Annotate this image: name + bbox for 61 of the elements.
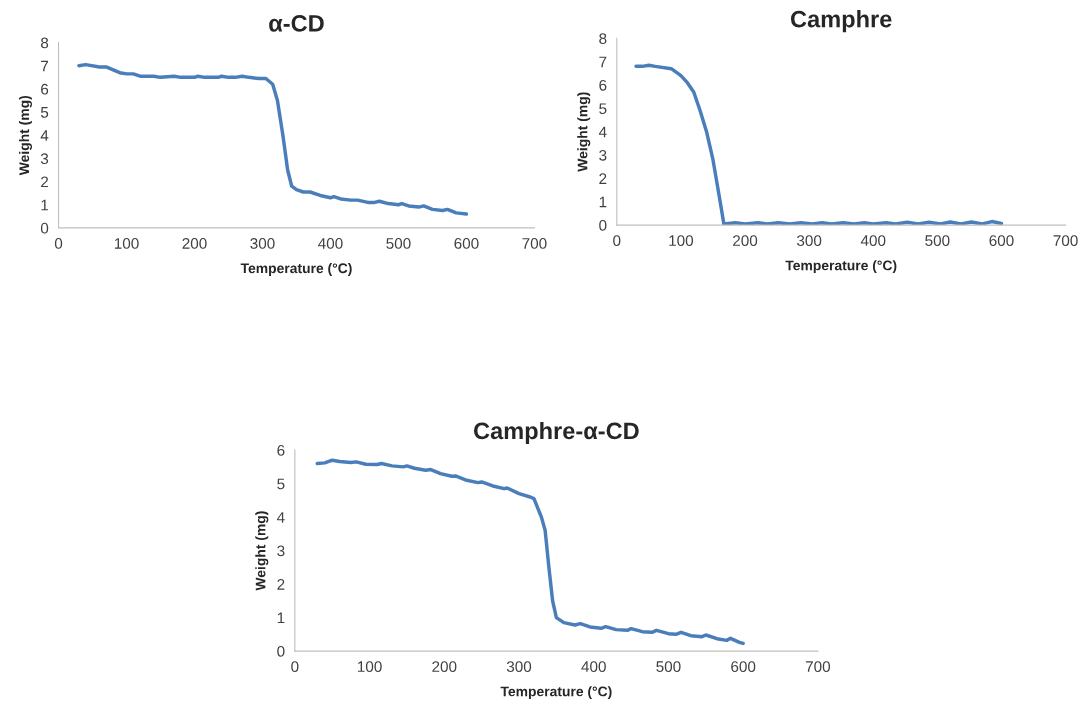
x-tick-label: 0 <box>54 238 63 249</box>
x-tick-label: 100 <box>114 238 139 249</box>
y-tick-label: 2 <box>41 176 49 188</box>
x-tick-label: 600 <box>731 661 756 673</box>
y-tick-label: 3 <box>599 149 607 161</box>
x-tick-label: 300 <box>250 238 275 249</box>
x-tick-label: 200 <box>733 235 758 247</box>
x-tick-label: 400 <box>860 235 886 247</box>
y-tick-label: 1 <box>277 612 285 624</box>
x-tick-label: 200 <box>432 661 457 673</box>
y-tick-label: 7 <box>41 60 49 72</box>
x-tick-label: 400 <box>318 238 343 249</box>
y-tick-label: 6 <box>277 445 285 456</box>
y-tick-label: 2 <box>277 578 285 590</box>
y-tick-label: 6 <box>41 83 49 95</box>
y-tick-label: 1 <box>599 196 607 208</box>
y-tick-label: 2 <box>599 173 607 184</box>
line-series <box>77 62 469 216</box>
line-series <box>634 63 1004 226</box>
x-tick-label: 700 <box>522 238 547 249</box>
x-tick-label: 500 <box>386 238 411 249</box>
x-tick-label: 100 <box>357 661 382 673</box>
y-tick-label: 1 <box>41 199 49 211</box>
y-tick-label: 8 <box>40 37 49 49</box>
x-tick-label: 600 <box>989 235 1014 247</box>
x-tick-label: 0 <box>291 661 299 673</box>
x-axis-title: Temperature (°C) <box>240 262 352 276</box>
y-tick-label: 4 <box>40 130 49 141</box>
y-tick-label: 3 <box>277 545 285 557</box>
y-tick-label: 5 <box>277 478 285 490</box>
y-tick-label: 8 <box>599 33 607 45</box>
chart-title: Camphre-α-CD <box>473 421 639 444</box>
x-tick-label: 300 <box>796 235 822 247</box>
chart-title: α-CD <box>269 15 324 32</box>
y-tick-label: 4 <box>276 512 285 523</box>
y-tick-label: 0 <box>599 219 607 231</box>
y-tick-label: 5 <box>40 107 49 118</box>
y-tick-label: 0 <box>40 222 49 234</box>
y-tick-label: 7 <box>599 56 607 68</box>
x-tick-label: 700 <box>1053 235 1078 247</box>
y-axis-title: Weight (mg) <box>255 511 269 591</box>
x-axis-title: Temperature (°C) <box>500 686 612 700</box>
x-tick-label: 300 <box>506 661 532 673</box>
x-tick-label: 100 <box>669 235 694 247</box>
x-tick-label: 500 <box>656 661 681 673</box>
x-tick-label: 500 <box>925 235 950 247</box>
y-tick-label: 0 <box>277 645 285 657</box>
y-tick-label: 4 <box>598 126 607 138</box>
y-tick-label: 3 <box>40 153 49 165</box>
y-tick-label: 5 <box>599 103 607 115</box>
x-tick-label: 0 <box>613 235 621 247</box>
chart-title: Camphre <box>790 10 892 33</box>
y-tick-label: 6 <box>599 79 607 91</box>
y-axis-title: Weight (mg) <box>18 95 32 176</box>
x-axis-title: Temperature (°C) <box>785 260 897 274</box>
y-axis-title: Weight (mg) <box>577 92 591 172</box>
line-series <box>315 458 745 646</box>
x-tick-label: 600 <box>454 238 479 249</box>
x-tick-label: 200 <box>182 238 207 249</box>
x-tick-label: 700 <box>805 661 831 673</box>
x-tick-label: 400 <box>581 661 606 673</box>
